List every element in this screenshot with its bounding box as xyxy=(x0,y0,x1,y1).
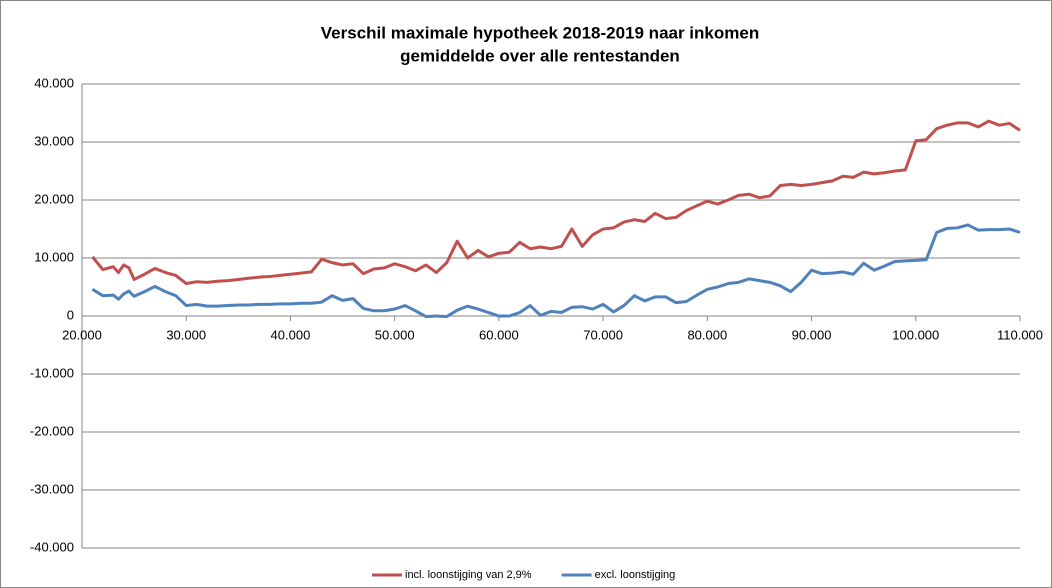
chart-title: Verschil maximale hypotheek 2018-2019 na… xyxy=(321,23,759,42)
x-tick-label: 80.000 xyxy=(687,327,727,342)
y-tick-label: -20.000 xyxy=(30,423,74,438)
x-tick-label: 50.000 xyxy=(375,327,415,342)
x-tick-label: 30.000 xyxy=(166,327,206,342)
y-tick-label: 0 xyxy=(67,307,74,322)
legend-label: incl. loonstijging van 2,9% xyxy=(405,569,532,581)
x-tick-label: 20.000 xyxy=(62,327,102,342)
x-tick-label: 60.000 xyxy=(479,327,519,342)
x-tick-label: 90.000 xyxy=(792,327,832,342)
series-line xyxy=(91,119,1021,286)
y-tick-label: 40.000 xyxy=(34,75,74,90)
y-tick-label: 30.000 xyxy=(34,133,74,148)
legend-label: excl. loonstijging xyxy=(595,569,676,581)
series-line xyxy=(91,223,1021,319)
x-tick-label: 100.000 xyxy=(892,327,939,342)
y-tick-label: 20.000 xyxy=(34,191,74,206)
y-tick-label: -30.000 xyxy=(30,481,74,496)
x-tick-label: 70.000 xyxy=(583,327,623,342)
x-tick-label: 40.000 xyxy=(271,327,311,342)
x-tick-label: 110.000 xyxy=(997,327,1043,342)
chart-subtitle: gemiddelde over alle rentestanden xyxy=(400,46,680,65)
y-tick-label: -10.000 xyxy=(30,365,74,380)
y-tick-label: 10.000 xyxy=(34,249,74,264)
y-tick-label: -40.000 xyxy=(30,539,74,554)
